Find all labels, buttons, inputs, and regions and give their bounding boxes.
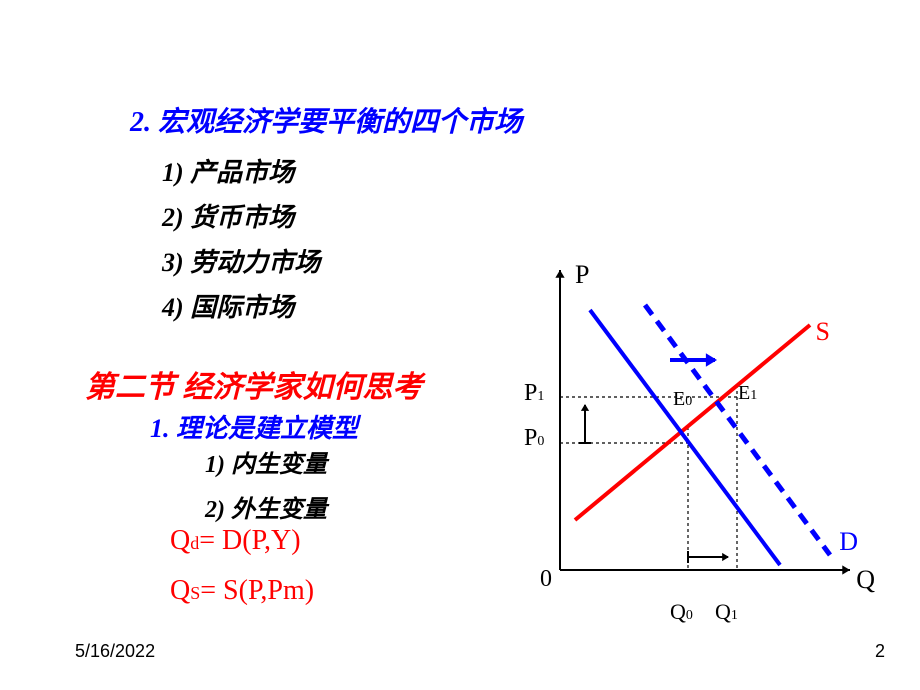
qs-lhs: Q: [170, 575, 190, 606]
list-item-product-market: 1) 产品市场: [162, 152, 522, 189]
axis-label-D: D: [839, 527, 858, 557]
formula-qs: QS= S(P,Pm): [170, 575, 314, 607]
qd-lhs: Q: [170, 525, 190, 556]
axis-label-origin: 0: [540, 566, 552, 593]
p1-text: P: [524, 380, 537, 406]
q0-sub: 0: [686, 608, 693, 623]
qd-sub: d: [190, 533, 199, 553]
axis-label-E0: E0: [673, 388, 692, 411]
list-item-endogenous: 1) 内生变量: [205, 444, 327, 479]
axis-label-Q: Q: [856, 565, 875, 595]
qd-rhs: = D(P,Y): [199, 525, 300, 556]
supply-demand-chart: P S D Q 0 P1 P0 E0 E1 Q0 Q1: [530, 265, 870, 635]
heading-four-markets: 2. 宏观经济学要平衡的四个市场: [130, 100, 522, 140]
e1-sub: 1: [750, 388, 757, 403]
axis-label-P: P: [575, 260, 589, 290]
e0-text: E: [673, 388, 685, 410]
axis-label-P1: P1: [524, 380, 544, 407]
p1-sub: 1: [537, 389, 544, 404]
axis-label-P0: P0: [524, 425, 544, 452]
q0-text: Q: [670, 599, 686, 624]
qs-rhs: = S(P,Pm): [200, 575, 314, 606]
axis-label-S: S: [816, 317, 830, 347]
p0-sub: 0: [537, 434, 544, 449]
section-title-economist-thinking: 第二节 经济学家如何思考: [85, 362, 423, 406]
e1-text: E: [738, 382, 750, 404]
q1-sub: 1: [731, 608, 738, 623]
e0-sub: 0: [685, 394, 692, 409]
list-item-money-market: 2) 货币市场: [162, 197, 522, 234]
axis-label-Q0: Q0: [670, 599, 693, 625]
p0-text: P: [524, 425, 537, 451]
footer-date: 5/16/2022: [75, 641, 155, 662]
axis-label-E1: E1: [738, 382, 757, 405]
q1-text: Q: [715, 599, 731, 624]
axis-label-Q1: Q1: [715, 599, 738, 625]
qs-sub: S: [190, 583, 200, 603]
formula-qd: Qd= D(P,Y): [170, 525, 301, 557]
list-item-international-market: 4) 国际市场: [162, 287, 522, 324]
heading-theory-model: 1. 理论是建立模型: [150, 408, 358, 445]
footer-page-number: 2: [875, 641, 885, 662]
list-item-exogenous: 2) 外生变量: [205, 489, 327, 524]
list-item-labor-market: 3) 劳动力市场: [162, 242, 522, 279]
